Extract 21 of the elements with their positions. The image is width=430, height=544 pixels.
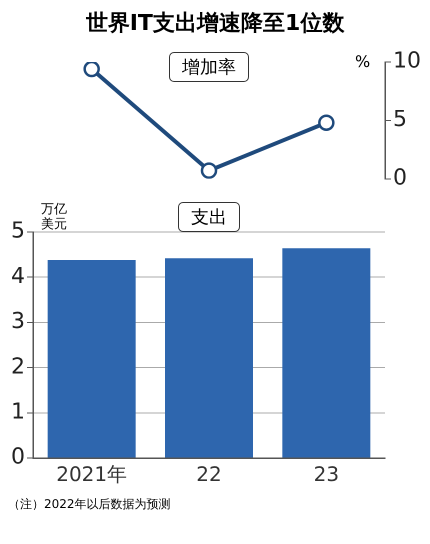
y-tick-label: 5 [11,218,25,244]
y-tick-label: 0 [11,444,25,470]
point [83,62,100,78]
y-axis-title: % [355,52,370,71]
y-tick-label: 10 [393,48,421,74]
x-tick-label: 23 [314,462,340,486]
point [200,162,218,179]
y-tick-label: 3 [11,309,25,334]
y-tick-label: 5 [393,107,407,132]
y-tick-label: 2 [11,354,25,380]
chart-title: 支出 [178,202,240,232]
point [318,114,335,131]
text: （注）2022年以后数据为预测 [7,496,172,513]
x-tick-label: 2021年 [56,462,128,486]
y-tick-label: 0 [393,166,407,191]
chart-title: 世界IT支出增速降至1位数 [84,10,346,38]
y-tick-label: 1 [11,400,25,425]
chart-subtitle: 增加率 [169,52,249,82]
x-tick-label: 22 [196,462,222,486]
y-axis-title: 万亿美元 [41,202,68,232]
y-tick-label: 4 [11,264,25,289]
